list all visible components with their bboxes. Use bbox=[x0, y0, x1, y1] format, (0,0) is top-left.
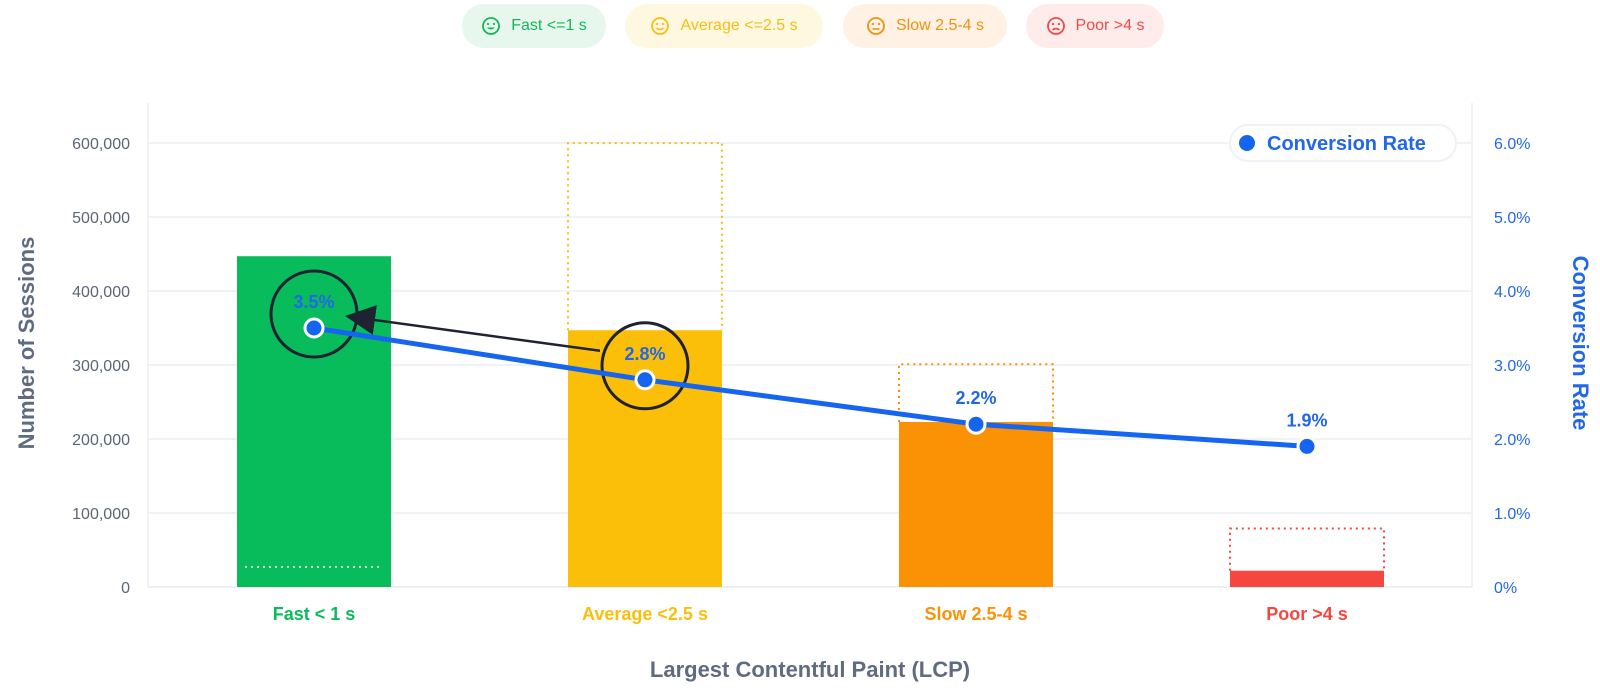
y-tick-label-left: 0 bbox=[121, 580, 130, 597]
legend-pill-slow: Slow 2.5-4 s bbox=[843, 4, 1007, 48]
smile-icon bbox=[482, 17, 501, 35]
annotation-arrow bbox=[345, 305, 601, 353]
annotations bbox=[269, 269, 690, 411]
y-tick-label-right: 1.0% bbox=[1494, 506, 1530, 523]
conversion-rate-data-label: 2.8% bbox=[624, 344, 665, 364]
legend-pill-average: Average <=2.5 s bbox=[625, 4, 823, 48]
highlight-circle bbox=[600, 321, 690, 411]
reference-outline bbox=[1229, 527, 1385, 571]
conversion-rate-point bbox=[634, 369, 656, 391]
reference-outline bbox=[567, 142, 723, 331]
x-category-labels: Fast < 1 s Average <2.5 s Slow 2.5-4 s Poor… bbox=[273, 604, 1348, 624]
legend-marker-icon bbox=[1239, 135, 1255, 151]
conversion-rate-point bbox=[1296, 435, 1318, 457]
x-category-label: Fast < 1 s bbox=[273, 604, 356, 624]
session-bar bbox=[568, 330, 722, 587]
session-bars bbox=[237, 256, 1384, 587]
y-tick-label-right: 3.0% bbox=[1494, 358, 1530, 375]
session-bar bbox=[899, 421, 1053, 587]
right-axis-ticks: 0% 1.0% 2.0% 3.0% 4.0% 5.0% 6.0% bbox=[1494, 136, 1530, 597]
x-category-label: Poor >4 s bbox=[1266, 604, 1348, 624]
y-axis-title-left: Number of Sessions bbox=[14, 237, 39, 450]
session-bar bbox=[1230, 570, 1384, 587]
y-tick-label-right: 0% bbox=[1494, 580, 1517, 597]
conversion-rate-line: 3.5% 2.8% 2.2% 1.9% bbox=[293, 292, 1328, 457]
reference-outlines bbox=[245, 142, 1385, 571]
conversion-rate-legend: Conversion Rate bbox=[1229, 124, 1457, 162]
legend-pill-fast-label: Fast <=1 s bbox=[511, 17, 587, 34]
y-axis-title-right: Conversion Rate bbox=[1568, 256, 1593, 431]
y-tick-label-left: 100,000 bbox=[72, 506, 130, 523]
conversion-rate-data-label: 3.5% bbox=[293, 292, 334, 312]
conversion-rate-point bbox=[965, 413, 987, 435]
x-category-label: Average <2.5 s bbox=[582, 604, 708, 624]
legend-pill-poor: Poor >4 s bbox=[1026, 4, 1164, 48]
legend-pill-slow-label: Slow 2.5-4 s bbox=[895, 17, 985, 34]
y-tick-label-left: 600,000 bbox=[72, 136, 130, 153]
y-tick-label-left: 300,000 bbox=[72, 358, 130, 375]
reference-outline bbox=[898, 363, 1054, 422]
legend-conversion-rate-label: Conversion Rate bbox=[1267, 133, 1426, 155]
legend-pill-average-label: Average <=2.5 s bbox=[680, 17, 798, 34]
smile-icon bbox=[651, 17, 670, 35]
neutral-face-icon bbox=[867, 17, 885, 35]
legend-pill-poor-label: Poor >4 s bbox=[1075, 17, 1145, 34]
y-tick-label-right: 6.0% bbox=[1494, 136, 1530, 153]
y-tick-label-left: 500,000 bbox=[72, 210, 130, 227]
x-category-label: Slow 2.5-4 s bbox=[924, 604, 1027, 624]
conversion-rate-polyline bbox=[313, 325, 1308, 449]
legend-pill-fast: Fast <=1 s bbox=[462, 4, 606, 48]
conversion-rate-data-label: 2.2% bbox=[955, 388, 996, 408]
frown-icon bbox=[1046, 17, 1065, 35]
conversion-rate-point bbox=[303, 317, 325, 339]
y-tick-label-left: 200,000 bbox=[72, 432, 130, 449]
y-tick-label-right: 5.0% bbox=[1494, 210, 1530, 227]
y-tick-label-left: 400,000 bbox=[72, 284, 130, 301]
y-tick-label-right: 4.0% bbox=[1494, 284, 1530, 301]
y-tick-label-right: 2.0% bbox=[1494, 432, 1530, 449]
left-axis-ticks: 0 100,000 200,000 300,000 400,000 500,000 600,… bbox=[72, 136, 130, 597]
lcp-legend: Fast <=1 s Average <=2.5 s Slow 2.5-4 s … bbox=[0, 4, 1600, 48]
conversion-rate-data-label: 1.9% bbox=[1286, 410, 1327, 430]
x-axis-title: Largest Contentful Paint (LCP) bbox=[650, 657, 970, 682]
